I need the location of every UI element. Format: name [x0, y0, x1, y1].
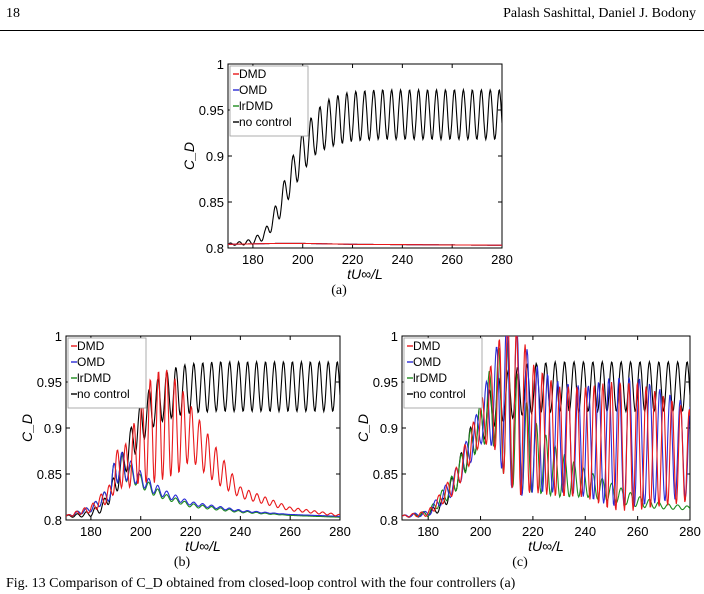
x-tick-label: 280	[679, 524, 701, 539]
x-tick-label: 220	[522, 524, 544, 539]
legend-entry: DMD	[77, 339, 105, 353]
legend-box	[67, 337, 147, 409]
legend-entry: lrDMD	[413, 371, 447, 385]
legend-entry: no control	[413, 387, 466, 401]
y-tick-label: 0.85	[373, 467, 398, 482]
legend-entry: DMD	[239, 67, 267, 81]
header-rule	[0, 30, 704, 31]
running-header-authors: Palash Sashittal, Daniel J. Bodony	[503, 6, 696, 21]
series-line-OMD	[402, 336, 690, 518]
y-tick-label: 0.9	[206, 149, 224, 164]
x-tick-label: 240	[230, 524, 252, 539]
x-tick-label: 240	[574, 524, 596, 539]
legend-entry: OMD	[413, 355, 441, 369]
y-tick-label: 1	[391, 329, 398, 344]
y-tick-label: 0.95	[37, 375, 62, 390]
x-tick-label: 280	[491, 252, 513, 267]
legend-box	[403, 337, 483, 409]
x-tick-label: 260	[627, 524, 649, 539]
x-axis-label: tU∞/L	[347, 266, 383, 282]
x-axis-label: tU∞/L	[528, 538, 564, 554]
x-tick-label: 260	[279, 524, 301, 539]
legend-entry: OMD	[239, 83, 267, 97]
x-tick-label: 260	[441, 252, 463, 267]
plot-c: 180 200 220 240 260 280 0.8 0.85 0.9 0.95 1 tU∞/L C_…	[355, 329, 701, 554]
legend-box	[229, 65, 309, 137]
y-tick-label: 0.9	[44, 421, 62, 436]
legend-entry: no control	[77, 387, 130, 401]
x-tick-label: 180	[242, 252, 264, 267]
x-tick-label: 220	[342, 252, 364, 267]
y-tick-label: 1	[217, 57, 224, 72]
x-tick-label: 200	[130, 524, 152, 539]
subfigure-label-a: (a)	[331, 283, 347, 298]
y-axis-label: C_D	[181, 142, 197, 170]
plot-b: 180 200 220 240 260 280 0.8 0.85 0.9 0.95 1 tU∞/L C_…	[19, 329, 351, 554]
x-tick-label: 220	[180, 524, 202, 539]
series-line-DMD	[402, 336, 690, 518]
y-axis-label: C_D	[355, 414, 371, 442]
figure-caption: Fig. 13 Comparison of C_D obtained from …	[6, 576, 516, 591]
y-tick-label: 0.85	[37, 467, 62, 482]
x-tick-label: 280	[329, 524, 351, 539]
subfigure-label-b: (b)	[173, 555, 191, 570]
x-axis-label: tU∞/L	[185, 538, 221, 554]
x-tick-label: 180	[417, 524, 439, 539]
y-tick-label: 0.85	[199, 195, 224, 210]
y-tick-label: 0.8	[206, 241, 224, 256]
y-axis-label: C_D	[19, 414, 35, 442]
legend-entry: OMD	[77, 355, 105, 369]
series-line-DMD	[66, 369, 340, 517]
series-line-no-control	[228, 87, 502, 246]
x-tick-label: 200	[470, 524, 492, 539]
plot-a: 180 200 220 240 260 280 0.8 0.85 0.9 0.95 1 tU∞/L C_…	[181, 57, 513, 282]
y-tick-label: 0.95	[373, 375, 398, 390]
legend-entry: no control	[239, 115, 292, 129]
y-tick-label: 0.95	[199, 103, 224, 118]
legend-entry: DMD	[413, 339, 441, 353]
x-tick-label: 180	[80, 524, 102, 539]
y-tick-label: 0.8	[380, 513, 398, 528]
legend-entry: lrDMD	[77, 371, 111, 385]
x-tick-label: 240	[392, 252, 414, 267]
x-tick-label: 200	[292, 252, 314, 267]
legend-entry: lrDMD	[239, 99, 273, 113]
subfigure-label-c: (c)	[512, 555, 528, 570]
y-tick-label: 1	[55, 329, 62, 344]
page-number: 18	[6, 6, 20, 21]
y-tick-label: 0.8	[44, 513, 62, 528]
series-line-DMD	[228, 242, 502, 246]
series-line-OMD	[66, 451, 340, 517]
y-tick-label: 0.9	[380, 421, 398, 436]
